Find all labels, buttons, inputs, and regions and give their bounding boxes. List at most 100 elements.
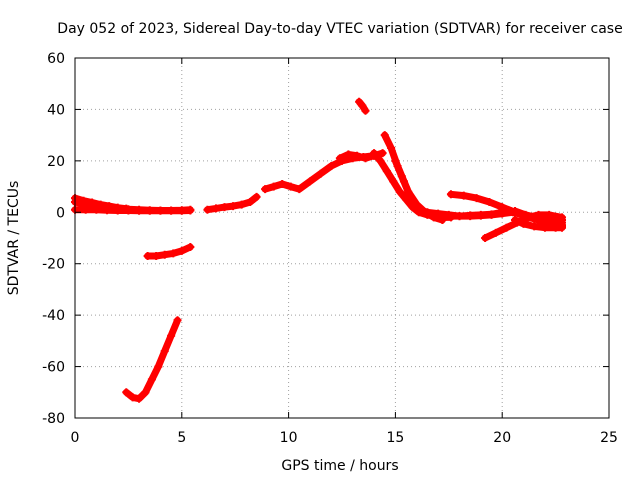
data-point: [229, 202, 238, 211]
x-tick-label: 25: [600, 430, 618, 446]
series-track-6: [203, 192, 261, 214]
data-point: [135, 206, 144, 215]
data-point: [530, 222, 539, 231]
data-point: [376, 156, 385, 165]
data-point: [135, 394, 144, 403]
x-tick-label: 15: [386, 430, 404, 446]
data-point: [81, 205, 90, 214]
data-point: [269, 182, 278, 191]
data-point: [261, 185, 270, 194]
data-point: [380, 131, 389, 140]
axis-ticks: 0 5 10 15 20 25 -80 -60 -40 -20 0 20 40 60: [42, 51, 618, 446]
data-point: [370, 149, 379, 158]
data-point: [128, 393, 137, 402]
series-track-4: [143, 243, 195, 260]
data-point: [160, 347, 169, 356]
data-series: [71, 97, 567, 403]
data-point: [220, 203, 229, 212]
series-track-9: [355, 97, 370, 115]
data-point: [530, 214, 539, 223]
data-point: [487, 210, 496, 219]
y-tick-label: -40: [42, 308, 65, 324]
data-point: [278, 180, 287, 188]
data-point: [361, 154, 370, 163]
data-point: [352, 151, 361, 160]
data-point: [147, 375, 156, 384]
series-track-5: [122, 316, 182, 403]
data-point: [389, 177, 398, 186]
data-point: [246, 198, 255, 206]
x-tick-label: 5: [177, 430, 186, 446]
data-point: [423, 208, 432, 217]
x-tick-label: 20: [493, 430, 511, 446]
data-point: [211, 204, 220, 213]
data-point: [378, 149, 387, 158]
data-point: [485, 198, 494, 206]
data-point: [476, 211, 485, 220]
data-point: [156, 206, 165, 215]
data-point: [502, 223, 511, 232]
data-point: [252, 192, 261, 201]
data-point: [177, 206, 186, 215]
data-point: [387, 144, 396, 152]
data-point: [519, 210, 528, 219]
data-point: [327, 162, 336, 170]
chart-title: Day 052 of 2023, Sidereal Day-to-day VTE…: [57, 21, 622, 37]
data-point: [395, 187, 404, 196]
data-point: [344, 150, 353, 159]
data-point: [444, 210, 453, 219]
x-tick-label: 10: [280, 430, 298, 446]
data-point: [459, 191, 468, 200]
data-point: [519, 219, 528, 228]
data-point: [305, 177, 314, 186]
data-point: [186, 243, 195, 251]
data-point: [391, 156, 400, 165]
data-point: [105, 202, 114, 211]
x-tick-label: 0: [71, 430, 80, 446]
data-point: [141, 388, 150, 397]
data-point: [361, 106, 370, 115]
data-point: [491, 228, 500, 237]
data-point: [481, 234, 490, 242]
data-point: [143, 252, 152, 260]
data-point: [404, 187, 413, 196]
data-point: [335, 154, 344, 163]
y-tick-label: 40: [47, 102, 65, 118]
data-point: [152, 252, 161, 260]
data-point: [113, 203, 122, 212]
data-point: [186, 206, 195, 215]
data-point: [511, 207, 520, 215]
data-point: [540, 218, 549, 227]
data-point: [446, 190, 455, 199]
data-point: [154, 362, 163, 371]
data-point: [167, 331, 176, 340]
data-point: [455, 212, 464, 221]
x-axis-label: GPS time / hours: [281, 458, 398, 474]
data-point: [173, 316, 182, 325]
data-point: [382, 167, 391, 176]
data-point: [96, 200, 105, 209]
series-line: [122, 316, 181, 403]
data-point: [169, 249, 178, 258]
y-tick-label: 0: [56, 205, 65, 221]
data-point: [167, 206, 176, 215]
data-point: [122, 388, 131, 397]
data-point: [434, 209, 443, 218]
data-point: [358, 101, 367, 110]
plot-frame: [74, 57, 610, 419]
data-point: [177, 246, 186, 255]
y-tick-label: -80: [42, 411, 65, 427]
data-point: [79, 196, 88, 205]
data-point: [551, 221, 560, 230]
data-point: [145, 206, 154, 215]
series-track-2: [71, 205, 195, 215]
data-point: [286, 182, 295, 191]
data-point: [466, 212, 475, 221]
data-point: [237, 200, 246, 209]
series-track-18: [519, 210, 567, 231]
data-point: [295, 185, 304, 194]
data-point: [558, 222, 567, 231]
data-point: [160, 250, 169, 259]
y-axis-label: SDTVAR / TECUs: [6, 181, 22, 296]
